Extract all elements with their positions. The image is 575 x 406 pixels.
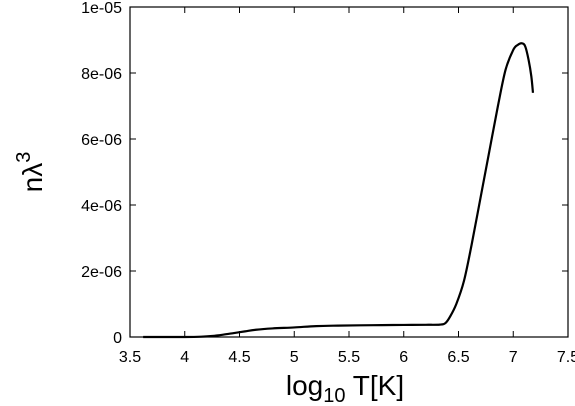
x-axis-title-rest: T[K]	[346, 370, 405, 401]
x-tick-label: 5.5	[338, 349, 360, 366]
x-axis-title-subscript: 10	[323, 385, 345, 406]
y-axis-title-superscript: 3	[13, 152, 35, 163]
y-tick-label: 2e-06	[81, 264, 122, 281]
y-axis-ticks: 0 2e-06 4e-06 6e-06 8e-06 1e-05	[81, 0, 568, 347]
x-tick-label: 4	[180, 349, 189, 366]
y-axis-title: nλ3	[13, 152, 48, 193]
x-tick-label: 4.5	[228, 349, 250, 366]
y-tick-label: 4e-06	[81, 198, 122, 215]
series-line	[143, 42, 535, 339]
x-axis-title-base: log	[286, 370, 323, 401]
x-tick-label: 3.5	[119, 349, 141, 366]
x-axis-ticks: 3.5 4 4.5 5 5.5 6 6.5 7 7.5	[119, 7, 575, 366]
series-group	[143, 42, 535, 339]
y-axis-title-base: nλ	[17, 163, 48, 193]
y-tick-label: 6e-06	[81, 132, 122, 149]
y-tick-label: 8e-06	[81, 66, 122, 83]
plot-area-frame	[129, 6, 569, 338]
x-tick-label: 6	[399, 349, 408, 366]
x-tick-label: 5	[290, 349, 299, 366]
x-tick-label: 6.5	[447, 349, 469, 366]
y-tick-label: 0	[113, 330, 122, 347]
x-tick-label: 7	[509, 349, 518, 366]
y-tick-label: 1e-05	[81, 0, 122, 17]
x-axis-title: log10 T[K]	[286, 370, 404, 406]
x-tick-label: 7.5	[557, 349, 575, 366]
